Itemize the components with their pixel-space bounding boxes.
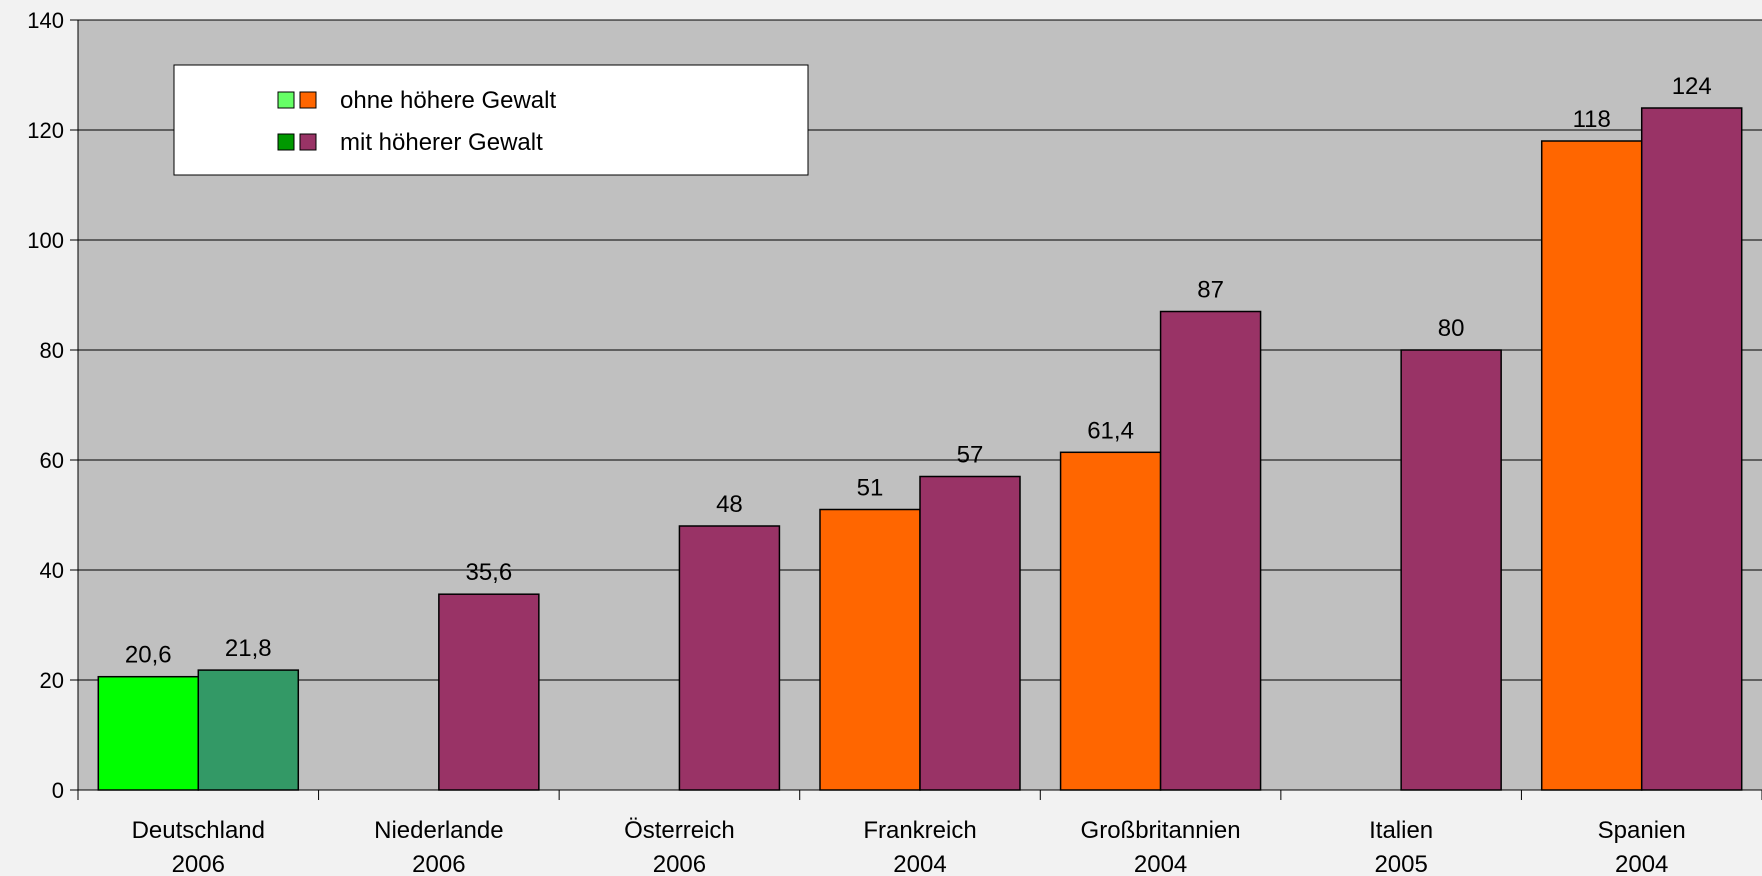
data-label: 20,6 — [125, 642, 172, 669]
category-label: Niederlande — [374, 817, 503, 844]
category-year-label: 2006 — [172, 851, 225, 876]
legend-label: ohne höhere Gewalt — [340, 87, 556, 114]
legend-swatch — [299, 133, 317, 151]
y-tick-label: 80 — [40, 338, 64, 363]
bar — [1400, 349, 1502, 791]
category-year-label: 2004 — [893, 851, 946, 876]
category-year-label: 2004 — [1615, 851, 1668, 876]
category-label: Großbritannien — [1081, 817, 1241, 844]
y-tick-label: 140 — [27, 8, 64, 33]
data-label: 87 — [1197, 277, 1224, 304]
y-tick-label: 120 — [27, 118, 64, 143]
data-label: 21,8 — [225, 635, 272, 662]
data-label: 35,6 — [465, 559, 512, 586]
bar — [197, 669, 300, 791]
x-axis: Deutschland 2006 Niederlande 2006 Österreich… — [77, 789, 1762, 876]
category-year-label: 2005 — [1374, 851, 1427, 876]
data-label: 57 — [957, 442, 984, 469]
bar — [919, 475, 1021, 791]
category-label: Deutschland — [132, 817, 265, 844]
bar — [438, 593, 540, 791]
legend-swatch — [277, 133, 295, 151]
y-tick-label: 100 — [27, 228, 64, 253]
y-tick-label: 60 — [40, 448, 64, 473]
bar — [678, 525, 781, 791]
category-year-label: 2006 — [412, 851, 465, 876]
legend: ohne höhere Gewalt mit höherer Gewalt — [173, 64, 809, 176]
data-label: 118 — [1573, 106, 1611, 133]
data-label: 124 — [1672, 73, 1712, 100]
data-label: 61,4 — [1087, 417, 1134, 444]
y-tick-label: 20 — [40, 668, 64, 693]
category-label: Österreich — [624, 817, 735, 844]
y-tick-label: 40 — [40, 558, 64, 583]
bar — [1059, 451, 1162, 791]
category-label: Spanien — [1598, 817, 1686, 844]
bar — [97, 675, 200, 791]
legend-swatch — [299, 91, 317, 109]
category-year-label: 2004 — [1134, 851, 1187, 876]
bar — [1159, 310, 1262, 791]
bar — [1540, 140, 1643, 791]
data-label: 51 — [857, 475, 884, 502]
data-label: 48 — [716, 491, 743, 518]
y-axis: 0 20 40 60 80 100 120 140 — [27, 8, 79, 803]
legend-label: mit höherer Gewalt — [340, 129, 543, 156]
y-tick-label: 0 — [52, 778, 64, 803]
bar — [819, 508, 921, 791]
bars — [97, 107, 1743, 791]
legend-swatch — [277, 91, 295, 109]
category-label: Frankreich — [863, 817, 976, 844]
legend-box — [173, 64, 809, 176]
bar — [1640, 107, 1743, 791]
data-label: 80 — [1438, 315, 1465, 342]
category-label: Italien — [1369, 817, 1433, 844]
data-labels: 20,6 21,8 35,6 48 51 57 61,4 87 80 118 124 — [125, 73, 1712, 669]
category-year-label: 2006 — [653, 851, 706, 876]
